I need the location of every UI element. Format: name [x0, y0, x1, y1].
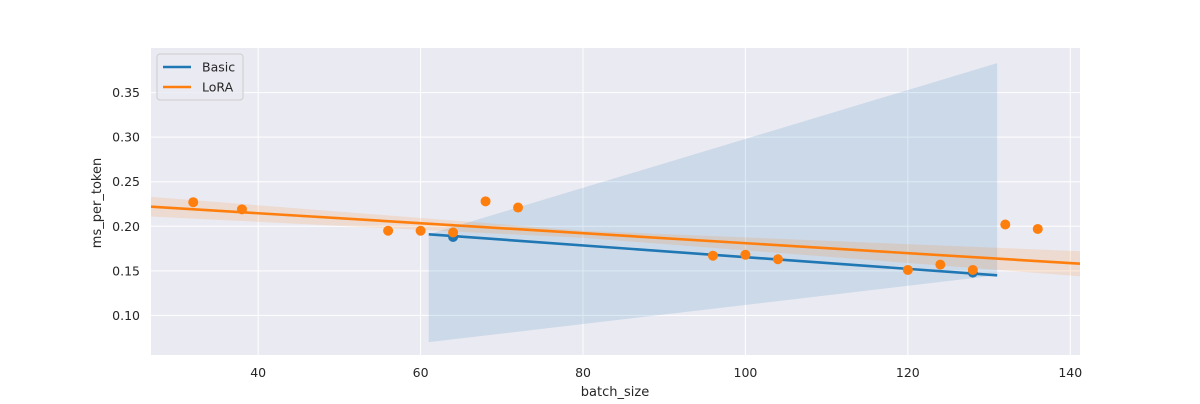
lora-series: [150, 196, 1081, 275]
x-tick-label: 120: [896, 365, 920, 380]
plot-area: [151, 48, 1080, 355]
data-point: [448, 227, 459, 238]
y-tick-label: 0.10: [112, 308, 140, 323]
data-point: [1000, 219, 1011, 230]
x-tick-label: 60: [413, 365, 429, 380]
lora-ci-band: [151, 196, 1080, 277]
x-tick-label: 100: [734, 365, 758, 380]
lora-regression-line: [150, 205, 1081, 266]
x-axis-ticks: 40 60 80 100 120 140: [250, 365, 1082, 380]
legend-label: LoRA: [202, 80, 234, 95]
data-point: [480, 196, 491, 207]
data-point: [707, 250, 718, 261]
data-point: [772, 254, 783, 265]
confidence-bands: [151, 63, 1080, 343]
data-points: [150, 196, 1081, 278]
legend-label: Basic: [202, 60, 235, 75]
legend: Basic LoRA: [156, 53, 244, 101]
data-point: [935, 259, 946, 270]
x-tick-label: 40: [250, 365, 266, 380]
data-point: [902, 264, 913, 275]
x-tick-label: 80: [575, 365, 591, 380]
data-point: [383, 225, 394, 236]
basic-ci-band: [428, 63, 998, 343]
y-axis-ticks: 0.10 0.15 0.20 0.25 0.30 0.35: [112, 85, 140, 323]
y-tick-label: 0.25: [112, 174, 140, 189]
data-point: [1032, 223, 1043, 234]
data-point: [188, 197, 199, 208]
y-tick-label: 0.15: [112, 263, 140, 278]
y-tick-label: 0.35: [112, 85, 140, 100]
legend-box: [156, 53, 244, 101]
data-point: [740, 249, 751, 260]
y-axis-label: ms_per_token: [90, 158, 105, 248]
x-tick-label: 140: [1058, 365, 1082, 380]
x-axis-label: batch_size: [581, 385, 649, 400]
data-point: [415, 225, 426, 236]
data-point: [967, 264, 978, 275]
y-tick-label: 0.20: [112, 219, 140, 234]
grid-lines: [151, 48, 1080, 355]
data-point: [513, 202, 524, 213]
y-tick-label: 0.30: [112, 130, 140, 145]
